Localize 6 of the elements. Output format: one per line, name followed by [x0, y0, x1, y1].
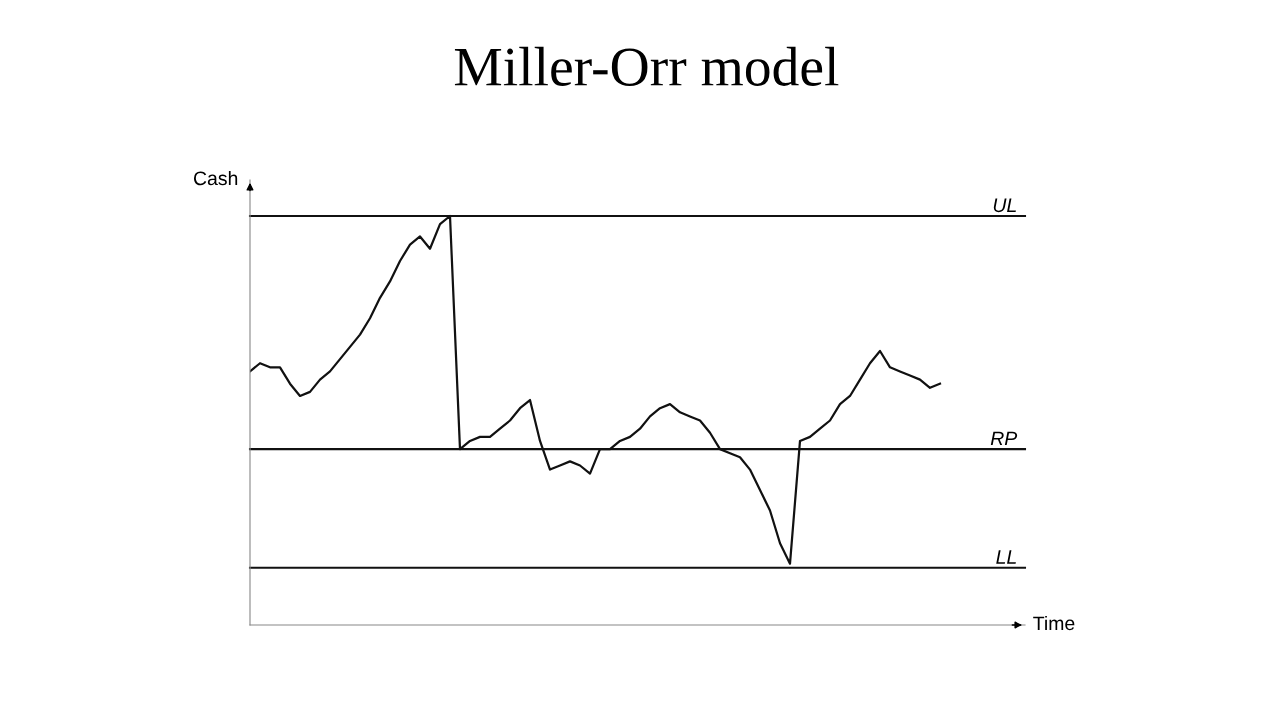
- ref-line-label: RP: [990, 431, 1018, 446]
- ref-line-label: UL: [993, 198, 1016, 213]
- x-axis-title: Time: [1033, 615, 1075, 631]
- y-axis-title: Cash: [193, 170, 238, 186]
- ref-line-label: LL: [996, 550, 1016, 564]
- chart-title: Miller-Orr model: [454, 46, 839, 86]
